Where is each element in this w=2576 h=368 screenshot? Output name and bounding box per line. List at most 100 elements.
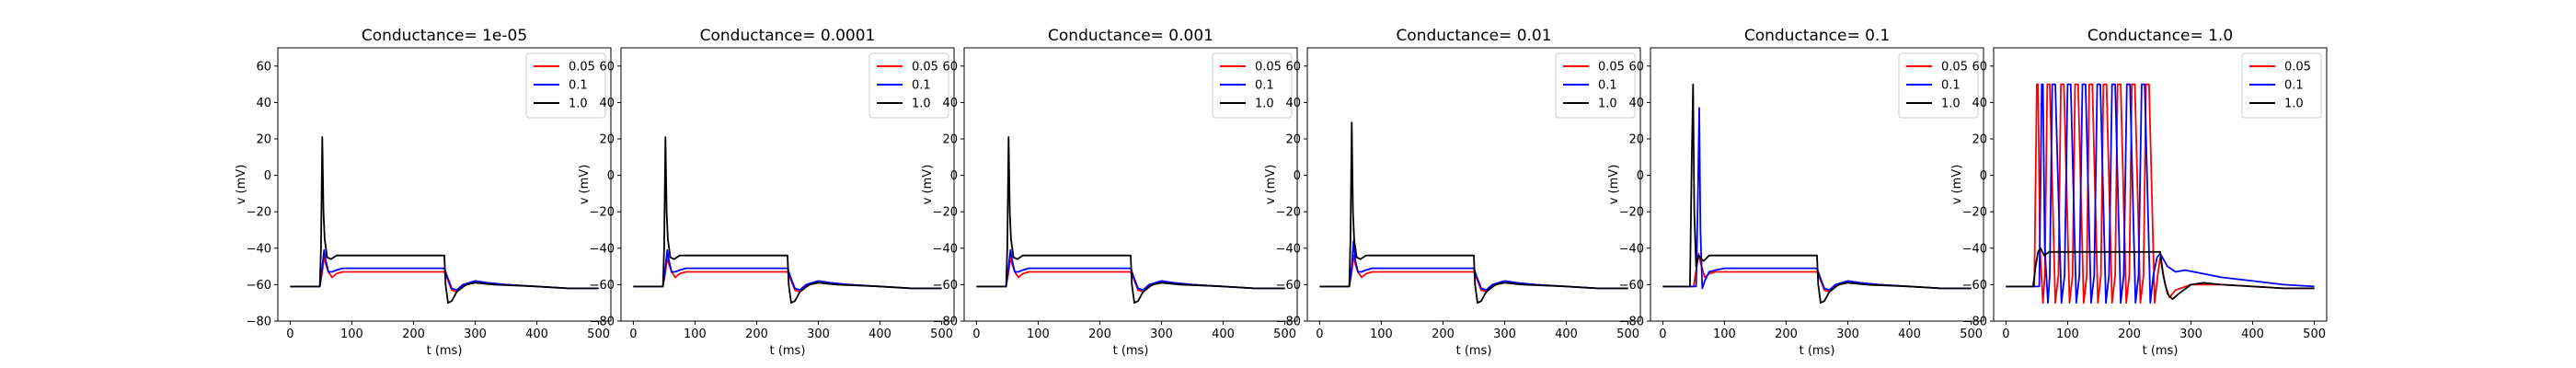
y-tick-label: 40 <box>1285 97 1301 110</box>
y-tick-label: −20 <box>1619 206 1644 220</box>
x-tick-label: 0 <box>2002 328 2009 341</box>
legend-box <box>1898 52 1979 119</box>
legend-label: 0.05 <box>1255 61 1282 75</box>
x-tick-label: 200 <box>745 328 768 341</box>
x-tick-label: 200 <box>402 328 425 341</box>
y-tick-label: 60 <box>1285 60 1301 74</box>
x-tick-label: 200 <box>2118 328 2141 341</box>
legend-label: 1.0 <box>2284 98 2304 111</box>
y-tick-label: 0 <box>1980 169 1987 183</box>
x-tick-label: 500 <box>587 328 610 341</box>
series-line-0.1 <box>1662 107 1972 292</box>
y-tick-label: −20 <box>1962 206 1987 220</box>
y-tick-label: −20 <box>590 206 615 220</box>
y-tick-label: −80 <box>590 316 615 329</box>
y-tick-label: 40 <box>1972 97 1987 110</box>
x-tick-label: 400 <box>1555 328 1578 341</box>
y-tick-label: 20 <box>1628 133 1644 147</box>
x-tick-label: 400 <box>2241 328 2264 341</box>
series-line-1.0 <box>290 136 599 305</box>
y-tick-label: −80 <box>1619 316 1644 329</box>
y-tick-label: 0 <box>1294 169 1301 183</box>
y-tick-label: 40 <box>599 97 615 110</box>
legend: 0.05 0.1 1.0 <box>525 52 606 119</box>
series-line-0.1 <box>2006 83 2315 305</box>
series-line-0.1 <box>633 248 942 292</box>
legend-label: 1.0 <box>912 98 931 111</box>
x-tick-label: 100 <box>1713 328 1736 341</box>
y-tick-label: 20 <box>256 133 271 147</box>
y-axis-label: v (mV) <box>921 165 935 205</box>
panel-4: Conductance= 0.010 100 200 300 400 500−80−60−… <box>1264 27 1641 358</box>
series-line-0.1 <box>976 248 1285 292</box>
series-lines <box>1662 83 1972 305</box>
panel-title: Conductance= 1.0 <box>2087 27 2233 45</box>
y-tick-label: −60 <box>590 279 615 293</box>
x-tick-label: 300 <box>1150 328 1173 341</box>
legend-box <box>2241 52 2322 119</box>
x-axis-label: t (ms) <box>770 344 806 358</box>
x-tick-label: 200 <box>1775 328 1798 341</box>
x-tick-label: 400 <box>1898 328 1921 341</box>
y-tick-label: 20 <box>599 133 615 147</box>
legend-label: 0.05 <box>1598 61 1625 75</box>
x-tick-label: 100 <box>684 328 707 341</box>
legend-label: 1.0 <box>1941 98 1961 111</box>
y-tick-label: −60 <box>1276 279 1301 293</box>
y-tick-label: −60 <box>1619 279 1644 293</box>
x-tick-label: 0 <box>1316 328 1323 341</box>
panel-title: Conductance= 0.001 <box>1048 27 1213 45</box>
y-tick-label: 40 <box>942 97 958 110</box>
y-axis-label: v (mV) <box>1607 165 1621 205</box>
y-tick-label: 0 <box>1637 169 1644 183</box>
x-tick-label: 300 <box>2179 328 2202 341</box>
legend-label: 1.0 <box>1255 98 1274 111</box>
series-line-1.0 <box>1319 121 1628 305</box>
x-tick-label: 0 <box>1659 328 1666 341</box>
x-tick-label: 400 <box>525 328 548 341</box>
x-tick-label: 0 <box>972 328 980 341</box>
series-line-1.0 <box>1662 83 1972 305</box>
axes-frame <box>1993 47 2328 322</box>
panel-title: Conductance= 0.01 <box>1396 27 1551 45</box>
y-tick-label: −40 <box>933 242 958 256</box>
y-tick-label: 40 <box>1628 97 1644 110</box>
y-axis-label: v (mV) <box>235 165 248 205</box>
x-tick-label: 200 <box>1432 328 1455 341</box>
y-tick-label: 20 <box>1285 133 1301 147</box>
legend: 0.05 0.1 1.0 <box>1212 52 1293 119</box>
y-tick-label: −20 <box>933 206 958 220</box>
panel-5: Conductance= 0.10 100 200 300 400 500−80−60−4… <box>1607 27 1984 358</box>
x-tick-label: 200 <box>1088 328 1111 341</box>
y-tick-label: −20 <box>247 206 271 220</box>
y-tick-label: −60 <box>247 279 271 293</box>
x-axis-label: t (ms) <box>1113 344 1149 358</box>
legend-box <box>1212 52 1293 119</box>
legend-box <box>525 52 606 119</box>
y-tick-label: −20 <box>1276 206 1301 220</box>
y-tick-label: 40 <box>256 97 271 110</box>
y-axis-label: v (mV) <box>1264 165 1278 205</box>
y-axis-label: v (mV) <box>1950 165 1964 205</box>
axes-frame <box>277 47 612 322</box>
x-tick-label: 500 <box>2303 328 2326 341</box>
x-axis-label: t (ms) <box>427 344 463 358</box>
y-tick-label: −80 <box>933 316 958 329</box>
x-tick-label: 400 <box>1212 328 1235 341</box>
legend: 0.05 0.1 1.0 <box>868 52 949 119</box>
panels: Conductance= 1e-050 100 200 300 400 500−80−60… <box>235 27 2328 358</box>
panel-title: Conductance= 0.1 <box>1744 27 1890 45</box>
y-axis-label: v (mV) <box>578 165 592 205</box>
x-tick-label: 500 <box>1960 328 1983 341</box>
y-tick-label: −40 <box>1962 242 1987 256</box>
y-tick-label: 60 <box>256 60 271 74</box>
x-tick-label: 300 <box>807 328 830 341</box>
legend-label: 1.0 <box>569 98 588 111</box>
x-axis-label: t (ms) <box>2143 344 2179 358</box>
y-tick-label: −60 <box>933 279 958 293</box>
y-tick-label: −80 <box>1962 316 1987 329</box>
axes-frame <box>1650 47 1984 322</box>
x-tick-label: 300 <box>1493 328 1516 341</box>
